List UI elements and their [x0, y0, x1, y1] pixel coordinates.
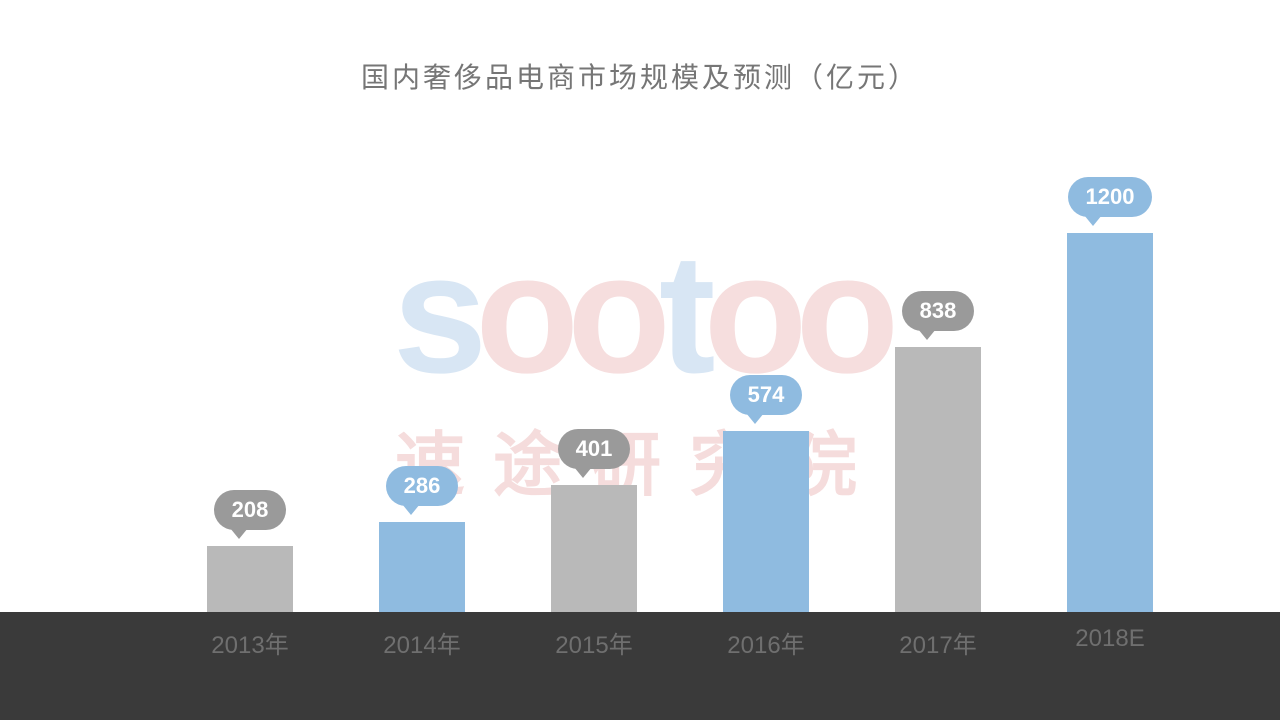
xaxis-label: 2014年	[352, 625, 492, 660]
bar	[895, 347, 982, 612]
bar-slot: 574	[696, 170, 836, 612]
value-bubble: 286	[386, 466, 459, 506]
bar	[723, 431, 810, 612]
bar-slot: 838	[868, 170, 1008, 612]
value-bubble: 574	[730, 375, 803, 415]
xaxis-label: 2018E	[1040, 625, 1180, 660]
xaxis-label: 2015年	[524, 625, 664, 660]
xaxis-label: 2013年	[180, 625, 320, 660]
plot-area: 208 286 401 574 838 1200	[180, 170, 1180, 612]
chart-stage: sootoo 速途研究院 国内奢侈品电商市场规模及预测（亿元） 20828640…	[0, 0, 1280, 720]
xaxis-label: 2017年	[868, 625, 1008, 660]
bar	[379, 522, 466, 612]
bar	[207, 546, 294, 612]
value-bubble: 208	[214, 490, 287, 530]
xaxis-label: 2016年	[696, 625, 836, 660]
bar-slot: 401	[524, 170, 664, 612]
chart-title: 国内奢侈品电商市场规模及预测（亿元）	[0, 56, 1280, 96]
bar	[551, 485, 638, 612]
bar	[1067, 233, 1154, 612]
value-bubble: 401	[558, 429, 631, 469]
xaxis-labels: 2013年 2014年 2015年 2016年 2017年 2018E	[180, 625, 1180, 660]
value-bubble: 1200	[1068, 177, 1153, 217]
value-bubble: 838	[902, 291, 975, 331]
bar-slot: 1200	[1040, 170, 1180, 612]
bar-slot: 208	[180, 170, 320, 612]
bar-slot: 286	[352, 170, 492, 612]
bars-container: 208 286 401 574 838 1200	[180, 170, 1180, 612]
